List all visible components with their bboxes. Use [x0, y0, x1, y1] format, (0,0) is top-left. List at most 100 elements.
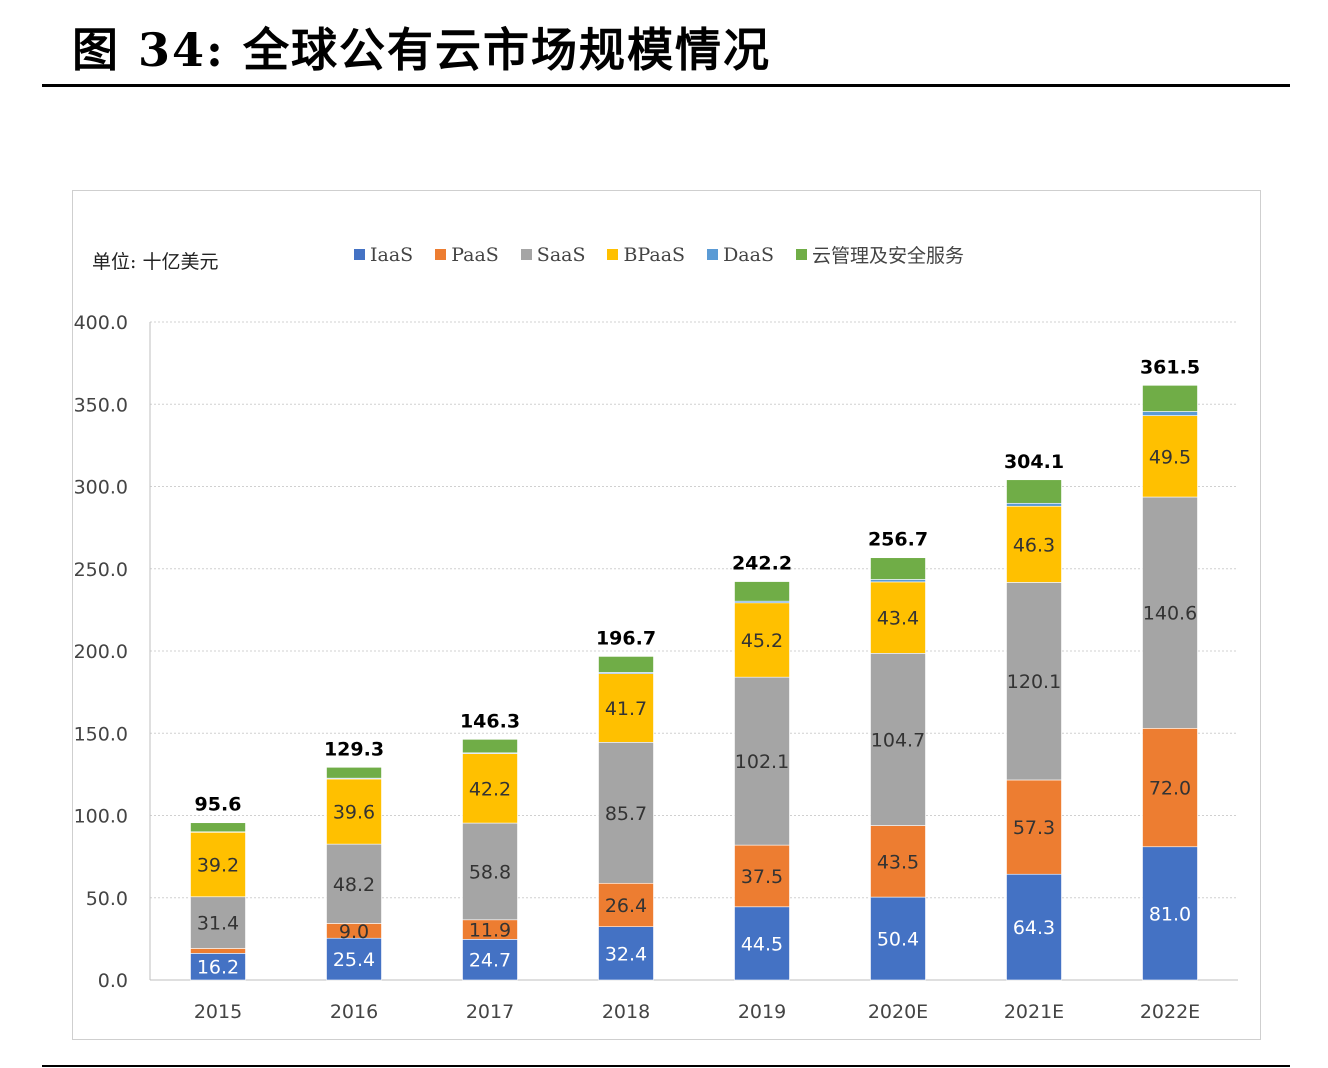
bar-segment	[870, 896, 926, 981]
bar-segment	[190, 831, 246, 898]
legend-swatch	[520, 249, 532, 260]
data-label: 50.4	[877, 929, 919, 951]
data-label: 44.5	[741, 933, 783, 955]
bar-segment	[326, 937, 382, 981]
x-tick-label: 2018	[602, 1001, 650, 1023]
x-tick-label: 2015	[194, 1001, 242, 1023]
bar-segment	[1006, 479, 1062, 504]
data-label: 9.0	[339, 921, 369, 943]
y-tick-label: 350.0	[74, 394, 128, 416]
data-label: 42.2	[469, 778, 511, 800]
x-tick-label: 2017	[466, 1001, 514, 1023]
bar-segment	[870, 825, 926, 898]
data-label: 39.6	[333, 802, 375, 824]
data-label: 31.4	[197, 913, 239, 935]
data-label: 72.0	[1149, 778, 1191, 800]
total-label: 146.3	[460, 710, 520, 732]
bar-segment	[1142, 846, 1198, 981]
y-tick-label: 150.0	[74, 723, 128, 745]
data-label: 37.5	[741, 866, 783, 888]
legend-item: IaaS	[354, 241, 413, 268]
x-tick-label: 2016	[330, 1001, 378, 1023]
x-tick-label: 2021E	[1004, 1001, 1064, 1023]
bar-segment	[734, 602, 790, 678]
data-label: 32.4	[605, 943, 647, 965]
y-tick-label: 200.0	[74, 641, 128, 663]
data-label: 64.3	[1013, 917, 1055, 939]
bar-segment	[326, 778, 382, 845]
data-label: 48.2	[333, 874, 375, 896]
bar-segment	[1142, 411, 1198, 416]
bar-segment	[598, 673, 654, 743]
x-tick-label: 2020E	[868, 1001, 928, 1023]
title-rule	[42, 84, 1290, 87]
legend-label: IaaS	[370, 243, 414, 266]
bar-segment	[870, 579, 926, 583]
legend: IaaS PaaS SaaS BPaaS DaaS 云管理及安全服务	[354, 241, 964, 268]
bar-segment	[734, 844, 790, 908]
total-label: 129.3	[324, 738, 384, 760]
data-label: 41.7	[605, 698, 647, 720]
data-label: 43.4	[877, 608, 919, 630]
bar-segment	[734, 906, 790, 981]
bar-segment	[734, 581, 790, 602]
bar-segment	[190, 953, 246, 981]
data-label: 46.3	[1013, 534, 1055, 556]
legend-item: PaaS	[435, 241, 499, 268]
data-label: 58.8	[469, 861, 511, 883]
bar-segment	[598, 926, 654, 981]
legend-item: BPaaS	[607, 241, 685, 268]
bar-segment	[1142, 728, 1198, 848]
bar-segment	[1006, 779, 1062, 875]
bar-segment	[190, 948, 246, 954]
legend-item: 云管理及安全服务	[795, 241, 964, 268]
y-tick-label: 0.0	[98, 970, 128, 992]
data-label: 11.9	[469, 920, 511, 942]
y-tick-label: 250.0	[74, 559, 128, 581]
total-label: 256.7	[868, 529, 928, 551]
data-label: 45.2	[741, 630, 783, 652]
legend-label: 云管理及安全服务	[811, 245, 964, 267]
chart-frame	[72, 190, 1261, 1040]
data-label: 39.2	[197, 855, 239, 877]
figure-title: 图 34: 全球公有云市场规模情况	[72, 23, 772, 77]
data-label: 57.3	[1013, 817, 1055, 839]
legend-label: DaaS	[723, 243, 774, 266]
unit-label: 单位: 十亿美元	[92, 251, 219, 273]
data-label: 26.4	[605, 895, 647, 917]
bar-segment	[190, 822, 246, 833]
y-tick-label: 50.0	[86, 888, 128, 910]
bar-segment	[326, 843, 382, 924]
bar-segment	[1142, 385, 1198, 412]
data-label: 16.2	[197, 957, 239, 979]
bar-segment	[1006, 873, 1062, 981]
data-label: 140.6	[1143, 603, 1197, 625]
x-tick-label: 2022E	[1140, 1001, 1200, 1023]
bar-segment	[326, 767, 382, 779]
legend-swatch	[435, 249, 447, 260]
legend-item: SaaS	[520, 241, 585, 268]
y-tick-label: 100.0	[74, 806, 128, 828]
legend-label: PaaS	[451, 243, 499, 266]
legend-swatch	[607, 249, 619, 260]
legend-swatch	[354, 249, 365, 260]
legend-label: BPaaS	[623, 243, 686, 266]
bar-segment	[1142, 496, 1198, 729]
bar-segment	[734, 676, 790, 846]
x-tick-label: 2019	[738, 1001, 786, 1023]
legend-swatch	[795, 249, 807, 260]
total-label: 304.1	[1004, 451, 1064, 473]
legend-item: DaaS	[707, 241, 774, 268]
bar-segment	[462, 939, 518, 981]
total-label: 242.2	[732, 553, 792, 575]
bar-segment	[870, 557, 926, 580]
data-label: 104.7	[871, 729, 925, 751]
y-tick-label: 300.0	[74, 477, 128, 499]
bar-segment	[190, 896, 246, 949]
total-label: 361.5	[1140, 356, 1200, 378]
bottom-rule	[42, 1065, 1290, 1067]
bar-segment	[462, 739, 518, 754]
bar-segment	[870, 581, 926, 654]
bar-segment	[598, 882, 654, 928]
